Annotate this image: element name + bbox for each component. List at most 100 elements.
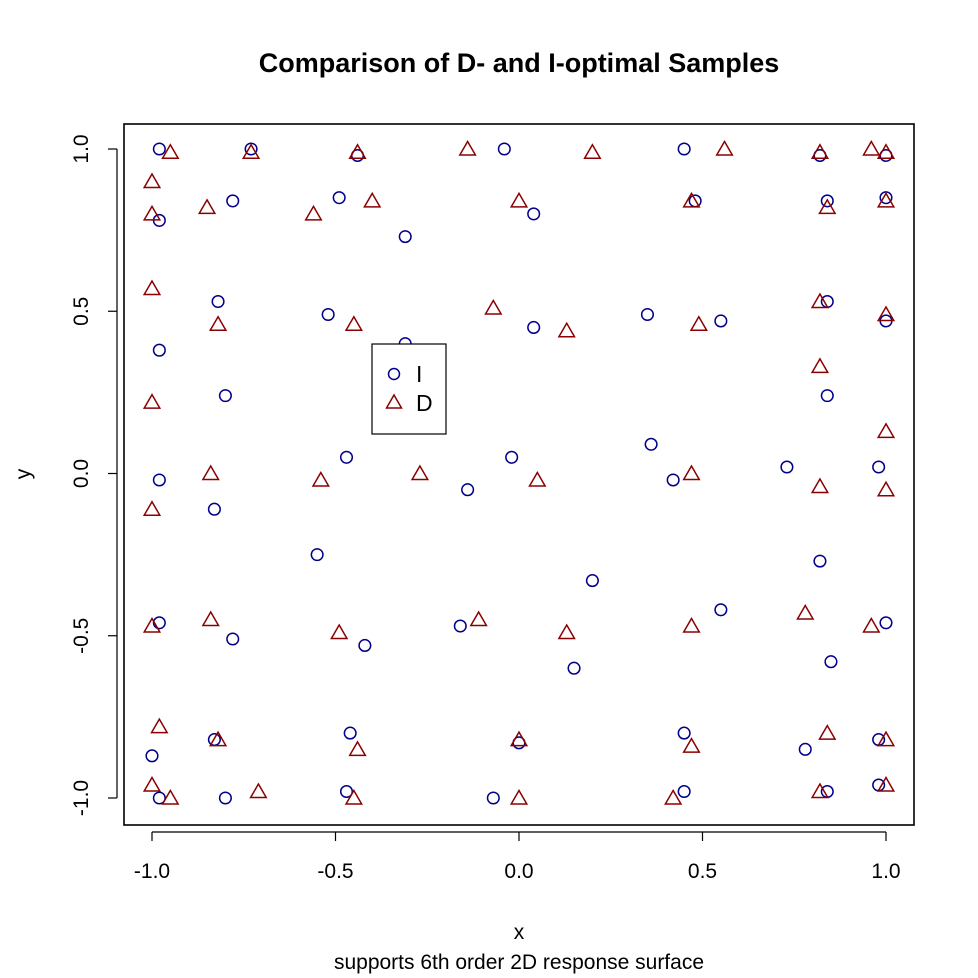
legend-label-d: D bbox=[416, 390, 433, 416]
d-point-triangle-icon bbox=[583, 143, 602, 159]
i-point-circle-icon bbox=[644, 437, 658, 451]
y-tick-label: -0.5 bbox=[70, 618, 93, 654]
d-point-triangle-icon bbox=[509, 789, 529, 805]
d-point-triangle-icon bbox=[161, 789, 180, 805]
x-tick-label: 0.0 bbox=[504, 860, 533, 883]
d-point-triangle-icon bbox=[142, 617, 162, 633]
x-tick-label: 0.5 bbox=[688, 860, 717, 883]
i-point-circle-icon bbox=[152, 791, 166, 805]
legend: I D bbox=[371, 343, 447, 435]
d-point-triangle-icon bbox=[142, 393, 162, 409]
d-point-triangle-icon bbox=[876, 480, 896, 497]
d-point-triangle-icon bbox=[249, 782, 268, 799]
i-point-circle-icon bbox=[585, 574, 599, 588]
i-point-circle-icon bbox=[879, 191, 893, 205]
y-axis-label: y bbox=[12, 468, 35, 479]
y-tick-label: -1.0 bbox=[70, 780, 93, 816]
d-point-triangle-icon bbox=[818, 198, 837, 215]
i-point-circle-icon bbox=[218, 791, 232, 805]
d-point-triangle-icon bbox=[348, 143, 367, 159]
d-point-triangle-icon bbox=[876, 730, 896, 747]
d-point-triangle-icon bbox=[509, 191, 529, 208]
i-point-circle-icon bbox=[244, 142, 258, 156]
d-point-triangle-icon bbox=[363, 191, 382, 208]
d-point-triangle-icon bbox=[241, 143, 261, 159]
d-point-triangle-icon bbox=[557, 321, 576, 338]
d-point-triangle-icon bbox=[557, 623, 576, 640]
y-tick-label: 0.5 bbox=[70, 297, 93, 326]
i-point-circle-icon bbox=[714, 603, 728, 617]
x-axis: -1.0 -0.5 0.0 0.5 1.0 bbox=[134, 831, 901, 883]
y-tick-label: 0.0 bbox=[70, 459, 93, 488]
d-point-triangle-icon bbox=[810, 292, 830, 309]
i-point-circle-icon bbox=[310, 548, 324, 562]
d-point-triangle-icon bbox=[142, 776, 162, 792]
i-point-circle-icon bbox=[813, 554, 827, 568]
i-point-circle-icon bbox=[343, 726, 357, 740]
i-point-circle-icon bbox=[527, 320, 541, 335]
d-point-triangle-icon bbox=[682, 617, 701, 633]
i-point-circle-icon bbox=[152, 343, 166, 357]
d-point-triangle-icon bbox=[150, 717, 169, 734]
d-point-triangle-icon bbox=[664, 789, 683, 805]
d-point-triangle-icon bbox=[528, 470, 547, 487]
i-point-circle-icon bbox=[461, 483, 475, 497]
d-point-triangle-icon bbox=[862, 617, 881, 633]
y-tick-label: 1.0 bbox=[70, 134, 93, 163]
i-point-circle-icon bbox=[453, 619, 467, 633]
chart-title: Comparison of D- and I-optimal Samples bbox=[259, 48, 780, 78]
d-point-triangle-icon bbox=[876, 422, 896, 439]
legend-triangle-icon bbox=[385, 393, 403, 409]
d-point-triangle-icon bbox=[197, 198, 217, 215]
d-point-triangle-icon bbox=[142, 172, 162, 189]
i-point-circle-icon bbox=[640, 307, 655, 322]
i-point-circle-icon bbox=[152, 142, 166, 156]
i-point-circle-icon bbox=[218, 389, 232, 403]
d-point-triangle-icon bbox=[344, 789, 363, 805]
d-point-triangle-icon bbox=[682, 464, 701, 481]
i-point-circle-icon bbox=[714, 314, 728, 328]
i-point-circle-icon bbox=[567, 661, 581, 675]
i-point-circle-icon bbox=[152, 616, 166, 630]
d-point-triangle-icon bbox=[201, 610, 220, 627]
d-point-triangle-icon bbox=[208, 315, 228, 331]
i-point-circle-icon bbox=[820, 389, 834, 403]
d-point-triangle-icon bbox=[330, 623, 349, 640]
i-point-circle-icon bbox=[497, 142, 511, 156]
d-point-triangle-icon bbox=[876, 305, 896, 322]
x-tick-label: -0.5 bbox=[317, 860, 353, 883]
d-point-triangle-icon bbox=[410, 464, 430, 481]
i-point-circle-icon bbox=[398, 230, 412, 244]
i-point-circle-icon bbox=[332, 191, 346, 205]
i-point-circle-icon bbox=[226, 632, 240, 646]
x-tick-label: 1.0 bbox=[871, 860, 900, 883]
d-point-triangle-icon bbox=[796, 604, 815, 620]
d-point-triangle-icon bbox=[810, 143, 830, 159]
i-point-circle-icon bbox=[820, 194, 834, 208]
i-point-circle-icon bbox=[211, 294, 225, 309]
series-i-points bbox=[145, 142, 893, 805]
d-point-triangle-icon bbox=[810, 357, 830, 374]
d-point-triangle-icon bbox=[682, 737, 701, 753]
d-point-triangle-icon bbox=[142, 204, 162, 221]
d-point-triangle-icon bbox=[484, 299, 503, 315]
i-point-circle-icon bbox=[339, 450, 354, 464]
chart-subtitle: supports 6th order 2D response surface bbox=[334, 951, 704, 974]
d-point-triangle-icon bbox=[458, 140, 477, 156]
i-point-circle-icon bbox=[145, 749, 159, 763]
i-point-circle-icon bbox=[824, 655, 838, 669]
i-point-circle-icon bbox=[527, 207, 541, 221]
i-point-circle-icon bbox=[677, 142, 691, 156]
d-point-triangle-icon bbox=[876, 143, 896, 159]
i-point-circle-icon bbox=[505, 450, 519, 464]
d-point-triangle-icon bbox=[876, 191, 896, 208]
x-axis-label: x bbox=[514, 921, 525, 944]
i-point-circle-icon bbox=[879, 616, 893, 630]
legend-circle-icon bbox=[387, 367, 401, 381]
d-point-triangle-icon bbox=[689, 315, 708, 331]
i-point-circle-icon bbox=[152, 473, 166, 487]
d-point-triangle-icon bbox=[304, 204, 323, 221]
i-point-circle-icon bbox=[339, 784, 354, 799]
i-point-circle-icon bbox=[780, 460, 794, 474]
d-point-triangle-icon bbox=[469, 610, 488, 627]
